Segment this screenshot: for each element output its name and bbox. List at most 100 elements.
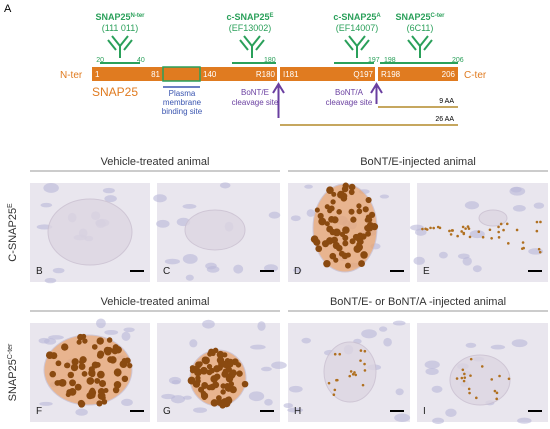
nucleus bbox=[304, 184, 313, 189]
nucleus bbox=[394, 413, 411, 422]
nucleus bbox=[43, 183, 59, 193]
panel-header: BoNT/E-injected animal bbox=[360, 156, 476, 168]
n-term: N-ter bbox=[60, 70, 83, 81]
stain-dot bbox=[221, 360, 230, 369]
stain-dot bbox=[515, 228, 519, 232]
nucleus bbox=[283, 403, 293, 409]
stain-dot bbox=[216, 350, 225, 359]
stain-dot bbox=[345, 252, 351, 258]
nucleus bbox=[248, 391, 265, 402]
stain-dot bbox=[535, 229, 539, 233]
stain-dot bbox=[365, 196, 372, 204]
stain-dot bbox=[112, 386, 120, 394]
membrane-label: Plasma membrane binding site bbox=[161, 89, 203, 116]
stain-dot bbox=[206, 369, 213, 376]
stain-dot bbox=[94, 377, 101, 384]
stain-dot bbox=[87, 390, 96, 399]
panel-letter: I bbox=[423, 406, 426, 417]
antibody: SNAP25C-ter (6C11) 198 206 bbox=[380, 12, 464, 64]
stain-dot bbox=[101, 398, 108, 405]
stain-dot bbox=[349, 370, 353, 373]
nucleus bbox=[182, 204, 197, 209]
stain-dot bbox=[448, 229, 451, 233]
ab-range: 40 bbox=[137, 57, 145, 64]
residue: 140 bbox=[203, 70, 217, 79]
stain-dot bbox=[194, 368, 202, 377]
membrane-label-box: Plasma membrane binding site bbox=[161, 89, 203, 116]
stain-dot bbox=[360, 251, 368, 259]
stain-dot bbox=[78, 363, 86, 370]
nucleus bbox=[189, 339, 198, 348]
stain-dot bbox=[462, 379, 466, 383]
residue: 81 bbox=[151, 70, 160, 79]
stain-dot bbox=[55, 360, 62, 367]
panel-letter: E bbox=[423, 266, 430, 277]
stain-dot bbox=[498, 374, 501, 378]
stain-dot bbox=[353, 371, 356, 374]
ab-range: 180 bbox=[264, 57, 276, 64]
stain-dot bbox=[363, 369, 367, 372]
stain-dot bbox=[348, 183, 356, 191]
nucleus bbox=[438, 251, 448, 259]
stain-dot bbox=[78, 401, 85, 408]
stain-dot bbox=[506, 242, 510, 245]
stain-dot bbox=[331, 191, 337, 197]
stain-dot bbox=[192, 380, 201, 388]
nucleus bbox=[509, 186, 526, 196]
stain-dot bbox=[438, 226, 442, 230]
stain-dot bbox=[328, 205, 335, 212]
nucleus bbox=[469, 230, 485, 239]
nucleus bbox=[193, 407, 208, 413]
stain-dot bbox=[78, 359, 85, 365]
nucleus bbox=[431, 385, 443, 393]
stain-dot bbox=[231, 358, 239, 366]
stain-dot bbox=[96, 337, 104, 345]
stain-dot bbox=[468, 235, 472, 239]
panel-letter: H bbox=[294, 406, 301, 417]
stain-dot bbox=[226, 396, 232, 402]
bont-a-box: BoNT/A cleavage site bbox=[326, 88, 373, 107]
residue: I181 bbox=[283, 70, 299, 79]
stain-dot bbox=[359, 359, 362, 362]
stain-dot bbox=[96, 370, 105, 379]
stain-dot bbox=[365, 230, 371, 237]
stain-dot bbox=[221, 370, 229, 378]
stain-dot bbox=[336, 244, 343, 252]
stain-dot bbox=[330, 199, 336, 205]
row-label: C-SNAP25E bbox=[7, 203, 19, 262]
residue: 206 bbox=[442, 70, 456, 79]
stain-dot bbox=[323, 259, 331, 268]
stain-dot bbox=[91, 361, 99, 369]
tissue bbox=[478, 209, 508, 227]
ab-range: 20 bbox=[96, 57, 104, 64]
residue: R198 bbox=[381, 70, 401, 79]
stain-dot bbox=[342, 226, 350, 234]
nucleus bbox=[52, 267, 65, 274]
stain-dot bbox=[356, 208, 363, 215]
stain-dot bbox=[127, 362, 133, 369]
stain-dot bbox=[74, 383, 82, 391]
stain-dot bbox=[521, 241, 525, 244]
stain-dot bbox=[342, 240, 349, 247]
stain-dot bbox=[497, 225, 500, 229]
nucleus bbox=[268, 211, 281, 219]
stain-dot bbox=[345, 262, 351, 269]
stain-dot bbox=[466, 225, 470, 228]
ab-range: 206 bbox=[452, 57, 464, 64]
stain-dot bbox=[81, 370, 88, 377]
nucleus bbox=[293, 268, 302, 273]
stain-dot bbox=[241, 380, 249, 388]
stain-dot bbox=[362, 206, 369, 213]
nucleus bbox=[511, 339, 528, 348]
nucleus bbox=[121, 398, 133, 407]
panel-header: BoNT/E- or BoNT/A -injected animal bbox=[330, 296, 506, 308]
stain-dot bbox=[450, 229, 454, 232]
stain-dot bbox=[338, 352, 342, 356]
ab-clone: (EF13002) bbox=[229, 23, 272, 33]
nucleus bbox=[465, 342, 477, 348]
stain-dot bbox=[213, 373, 221, 380]
stain-dot bbox=[358, 260, 365, 267]
ab-name: SNAP25C-ter bbox=[395, 12, 445, 22]
stain-dot bbox=[97, 391, 106, 400]
